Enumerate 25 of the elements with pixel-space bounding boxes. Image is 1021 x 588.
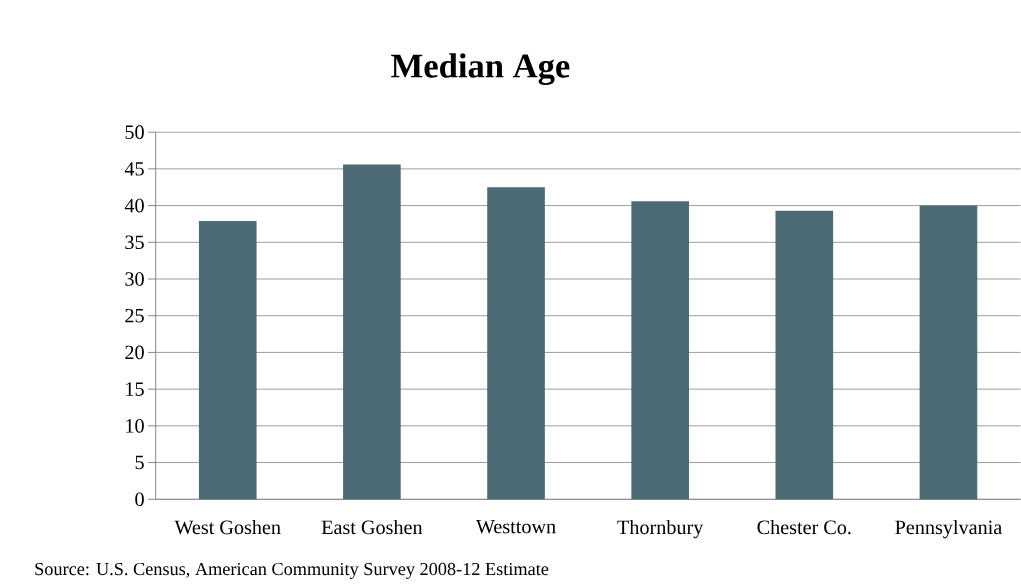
x-tick-label: Chester Co. (757, 519, 851, 535)
y-tick-label: 35 (125, 235, 144, 250)
bar (198, 220, 257, 500)
source-note: Source: U.S. Census, American Community Survey 2008-12 Estimate (35, 562, 549, 579)
y-tick-label: 50 (125, 125, 144, 139)
y-tick-label: 20 (125, 345, 144, 360)
x-tick-label: East Goshen (321, 519, 423, 535)
y-tick-label: 30 (125, 272, 144, 286)
y-tick-label: 5 (135, 455, 144, 470)
bar (919, 205, 978, 500)
bar (487, 187, 545, 500)
y-tick-label: 25 (125, 308, 144, 323)
y-tick-label: 15 (126, 382, 144, 396)
y-tick-label: 45 (124, 162, 144, 176)
y-tick-label: 10 (126, 419, 144, 433)
bar (343, 164, 401, 500)
x-tick-label: Westtown (475, 519, 556, 534)
bar (775, 210, 834, 500)
y-tick-label: 40 (124, 198, 144, 213)
y-tick-label: 0 (135, 492, 144, 507)
x-tick-label: Thornbury (617, 519, 704, 539)
chart-title: Median Age (391, 53, 570, 85)
bar (631, 201, 689, 500)
x-tick-label: West Goshen (174, 519, 281, 535)
x-tick-label: Pennsylvania (895, 519, 1002, 539)
